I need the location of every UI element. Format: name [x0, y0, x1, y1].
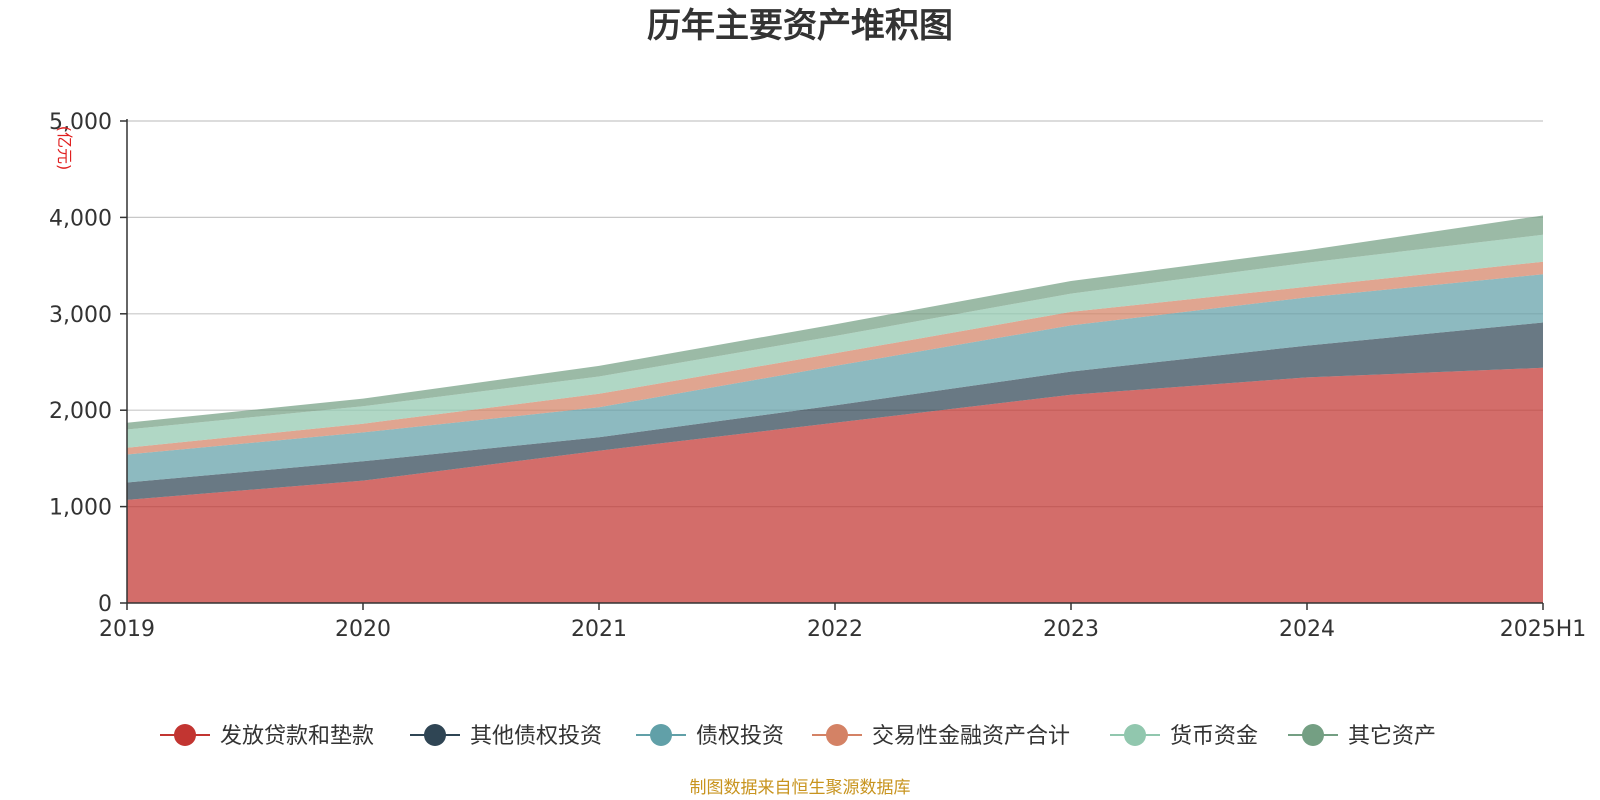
area-series-其它资产 — [127, 215, 1543, 430]
y-tick-label: 1,000 — [49, 496, 112, 521]
y-tick-label: 0 — [98, 592, 112, 617]
y-axis-unit: (亿元) — [55, 126, 74, 171]
legend-label: 交易性金融资产合计 — [872, 724, 1070, 749]
chart-title: 历年主要资产堆积图 — [647, 6, 953, 46]
legend-item[interactable]: 其它资产 — [1288, 724, 1436, 749]
x-tick-label: 2020 — [335, 617, 391, 642]
legend-item[interactable]: 货币资金 — [1110, 724, 1258, 749]
x-tick-label: 2023 — [1043, 617, 1099, 642]
x-tick-label: 2021 — [571, 617, 627, 642]
legend-item[interactable]: 交易性金融资产合计 — [812, 724, 1070, 749]
y-tick-label: 5,000 — [49, 110, 112, 135]
x-tick-label: 2022 — [807, 617, 863, 642]
legend-label: 其它资产 — [1348, 724, 1436, 749]
legend-label: 其他债权投资 — [470, 724, 602, 749]
legend-marker — [174, 724, 196, 746]
legend-marker — [1302, 724, 1324, 746]
axes: 0 1,000 2,000 3,000 4,000 5,000 2019 2020 2021 20… — [49, 110, 1586, 642]
legend-marker — [424, 724, 446, 746]
y-tick-label: 2,000 — [49, 399, 112, 424]
legend-item[interactable]: 债权投资 — [636, 724, 784, 749]
area-series-发放贷款和垫款 — [127, 367, 1543, 603]
legend-label: 发放贷款和垫款 — [220, 724, 374, 749]
legend-label: 债权投资 — [696, 724, 784, 749]
legend-label: 货币资金 — [1170, 724, 1258, 749]
legend: 发放贷款和垫款 其他债权投资 债权投资 交易性金融资产合计 货币资金 其它资产 — [160, 724, 1436, 749]
x-tick-label: 2019 — [99, 617, 155, 642]
legend-marker — [826, 724, 848, 746]
legend-item[interactable]: 发放贷款和垫款 — [160, 724, 374, 749]
area-series — [127, 215, 1543, 603]
x-tick-label: 2025H1 — [1500, 617, 1587, 642]
area-series-债权投资 — [127, 274, 1543, 483]
legend-marker — [650, 724, 672, 746]
x-tick-label: 2024 — [1279, 617, 1335, 642]
area-series-交易性金融资产合计 — [127, 261, 1543, 455]
y-tick-label: 3,000 — [49, 303, 112, 328]
area-series-货币资金 — [127, 234, 1543, 448]
source-note: 制图数据来自恒生聚源数据库 — [690, 778, 911, 798]
area-series-其他债权投资 — [127, 322, 1543, 500]
legend-item[interactable]: 其他债权投资 — [410, 724, 602, 749]
y-tick-label: 4,000 — [49, 206, 112, 231]
legend-marker — [1124, 724, 1146, 746]
